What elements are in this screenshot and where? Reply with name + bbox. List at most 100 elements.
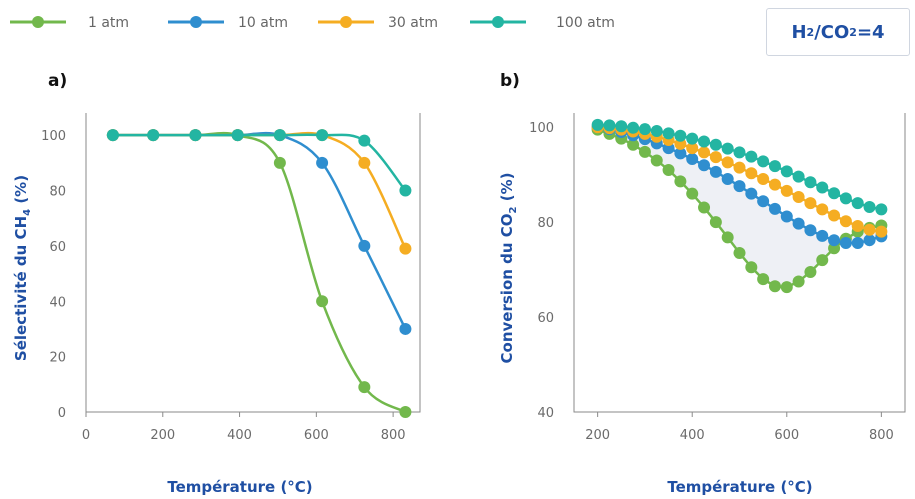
ratio-mid: /CO [814, 21, 850, 43]
panel-b-label: b) [500, 71, 520, 91]
panel-a-axes-frame [85, 113, 421, 413]
panel-b-x-axis-label: Température (°C) [667, 478, 812, 496]
panel-b-point-30atm [875, 225, 888, 238]
panel-b-y-tick-label: 80 [537, 216, 554, 231]
legend-marker-100atm [492, 16, 504, 28]
panel-a-label: a) [48, 71, 67, 91]
panel-a-y-axis-label-sub: 4 [22, 209, 33, 216]
legend-label-30atm: 30 atm [388, 15, 438, 31]
panel-b-point-1atm [792, 275, 805, 288]
panel-b-point-100atm [627, 121, 640, 134]
panel-b-point-10atm [721, 172, 734, 185]
panel-b-point-100atm [745, 150, 758, 163]
panel-b-point-30atm [839, 215, 852, 228]
panel-a-x-tick-label: 400 [227, 428, 252, 443]
panel-a-y-tick-label: 100 [41, 129, 66, 144]
panel-b-series [591, 118, 888, 294]
panel-b-point-30atm [686, 142, 699, 155]
panel-b-point-1atm [745, 261, 758, 274]
panel-a-y-tick-label: 20 [49, 351, 66, 366]
panel-b-point-30atm [863, 223, 876, 236]
legend: 1 atm 10 atm 30 atm 100 atm [10, 15, 615, 31]
panel-b-point-10atm [733, 180, 746, 193]
panel-a-line-30atm [112, 131, 407, 250]
panel-a-y-axis-label-post: (%) [12, 175, 30, 209]
panel-b-x-tick-label: 600 [774, 428, 799, 443]
panel-b-y-axis-label-sub: 2 [508, 206, 519, 213]
panel-a-series-1atm [106, 129, 412, 418]
panel-a-x-axis-label: Température (°C) [167, 478, 312, 496]
panel-b-point-30atm [721, 156, 734, 169]
panel-a-point-30atm [399, 242, 412, 255]
panel-b-point-100atm [804, 176, 817, 189]
panel-b-point-1atm [627, 138, 640, 151]
legend-marker-10atm [190, 16, 202, 28]
panel-b-point-100atm [698, 135, 711, 148]
panel-b-point-1atm [816, 254, 829, 267]
panel-b-point-100atm [603, 119, 616, 132]
panel-a-point-10atm [358, 239, 371, 252]
panel-a-point-100atm [106, 129, 119, 142]
ratio-h: H [791, 21, 807, 43]
panel-b-x-tick-label: 200 [585, 428, 610, 443]
panel-b-y-tick-label: 60 [537, 311, 554, 326]
panel-b-point-10atm [839, 237, 852, 250]
panel-b-point-10atm [863, 234, 876, 247]
panel-b-point-1atm [650, 154, 663, 167]
panel-b-point-100atm [851, 197, 864, 210]
panel-b-point-100atm [757, 155, 770, 168]
panel-b-point-1atm [780, 281, 793, 294]
panel-a-series-100atm [106, 129, 412, 197]
panel-b-point-100atm [650, 125, 663, 138]
panel-b-point-1atm [674, 175, 687, 188]
panel-a-x-tick-label: 200 [150, 428, 175, 443]
panel-a-point-100atm [316, 129, 329, 142]
panel-b-series-100atm [591, 118, 888, 216]
panel-a-point-100atm [273, 129, 286, 142]
panel-b-point-100atm [686, 132, 699, 145]
panel-b-y-tick-label: 100 [529, 121, 554, 136]
legend-item-100atm: 100 atm [470, 15, 615, 31]
panel-b-point-10atm [757, 195, 770, 208]
panel-b-point-30atm [768, 178, 781, 191]
panel-b-point-1atm [768, 280, 781, 293]
panel-b-point-30atm [804, 197, 817, 210]
legend-item-1atm: 1 atm [10, 15, 129, 31]
panel-b-point-100atm [828, 187, 841, 200]
panel-b-point-1atm [804, 265, 817, 278]
panel-b-x-tick-label: 400 [680, 428, 705, 443]
panel-b-point-10atm [698, 159, 711, 172]
panel-b-y-axis-label-pre: Conversion du CO [498, 213, 516, 363]
panel-b-point-30atm [709, 151, 722, 164]
panel-b-point-100atm [709, 138, 722, 151]
panel-a-y-tick-label: 0 [58, 406, 66, 421]
panel-b-point-30atm [828, 209, 841, 222]
panel-a-line-1atm [112, 131, 407, 414]
panel-b-x-tick-label: 800 [869, 428, 894, 443]
legend-marker-1atm [32, 16, 44, 28]
ratio-tail: =4 [856, 21, 885, 43]
legend-marker-30atm [340, 16, 352, 28]
panel-b-point-1atm [757, 273, 770, 286]
panel-b-point-100atm [638, 123, 651, 136]
panel-b-point-1atm [638, 145, 651, 158]
panel-b-point-30atm [780, 184, 793, 197]
ratio-sub-2: 2 [849, 25, 857, 39]
panel-a-y-axis-label: Sélectivité du CH4 (%) [12, 175, 33, 361]
ratio-sub-1: 2 [806, 25, 815, 39]
panel-a-x-tick-label: 600 [304, 428, 329, 443]
panel-a-y-tick-label: 80 [49, 185, 66, 200]
legend-label-10atm: 10 atm [238, 15, 288, 31]
panel-b-y-tick-label: 40 [537, 406, 554, 421]
panel-b-point-100atm [721, 142, 734, 155]
panel-b-point-10atm [780, 210, 793, 223]
panel-b-point-1atm [698, 201, 711, 214]
panel-b-point-10atm [709, 165, 722, 178]
panel-b-point-1atm [662, 163, 675, 176]
panel-b-point-30atm [851, 219, 864, 232]
panel-a-point-100atm [147, 129, 160, 142]
panel-b-point-30atm [698, 146, 711, 159]
panel-b-point-30atm [816, 203, 829, 216]
panel-b-point-100atm [863, 200, 876, 213]
